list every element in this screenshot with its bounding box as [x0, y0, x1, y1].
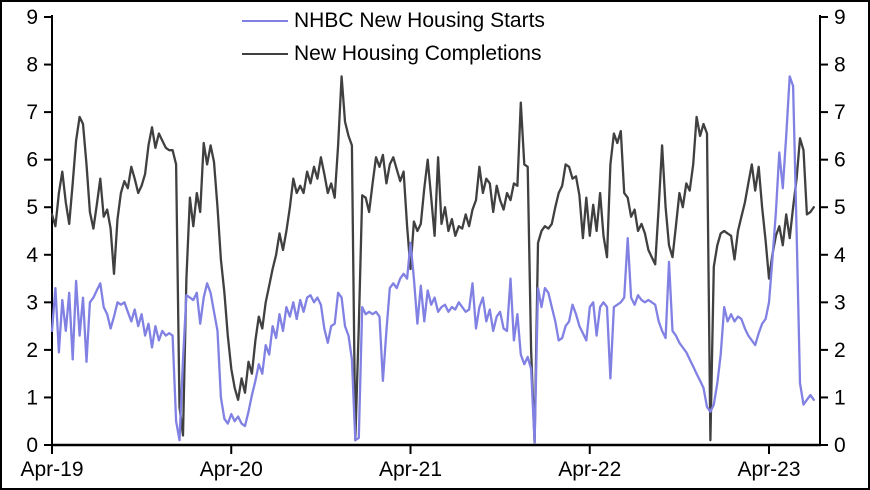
y-tick-label-right: 2 [834, 339, 846, 362]
y-tick-label-left: 2 [26, 339, 38, 362]
y-tick-label-left: 8 [26, 54, 38, 77]
y-tick-label-right: 3 [834, 291, 846, 314]
y-tick-label-left: 3 [26, 291, 38, 314]
legend-line-sample-starts [242, 20, 288, 22]
x-tick-label: Apr-20 [200, 458, 263, 481]
chart-legend: NHBC New Housing Starts New Housing Comp… [242, 8, 545, 67]
legend-item-starts: NHBC New Housing Starts [242, 8, 545, 34]
y-tick-label-right: 0 [834, 434, 846, 457]
x-tick-label: Apr-21 [379, 458, 442, 481]
y-tick-label-right: 9 [834, 6, 846, 29]
y-tick-label-left: 1 [26, 386, 38, 409]
y-tick-label-left: 9 [26, 6, 38, 29]
completions-series-line [50, 75, 815, 444]
y-tick-label-left: 7 [26, 101, 38, 124]
y-tick-label-left: 4 [26, 244, 38, 267]
y-tick-label-right: 1 [834, 386, 846, 409]
y-tick-label-right: 8 [834, 54, 846, 77]
y-tick-label-right: 4 [834, 244, 846, 267]
starts-series-line [50, 75, 815, 444]
y-tick-label-left: 0 [26, 434, 38, 457]
y-tick-label-right: 6 [834, 149, 846, 172]
y-tick-label-left: 5 [26, 196, 38, 219]
x-tick-label: Apr-22 [558, 458, 621, 481]
y-tick-label-right: 5 [834, 196, 846, 219]
x-tick-label: Apr-19 [20, 458, 83, 481]
legend-line-sample-completions [242, 53, 288, 55]
y-tick-label-right: 7 [834, 101, 846, 124]
legend-label-starts: NHBC New Housing Starts [294, 9, 545, 32]
y-tick-label-left: 6 [26, 149, 38, 172]
x-tick-label: Apr-23 [737, 458, 800, 481]
legend-label-completions: New Housing Completions [294, 42, 542, 65]
legend-item-completions: New Housing Completions [242, 41, 545, 67]
